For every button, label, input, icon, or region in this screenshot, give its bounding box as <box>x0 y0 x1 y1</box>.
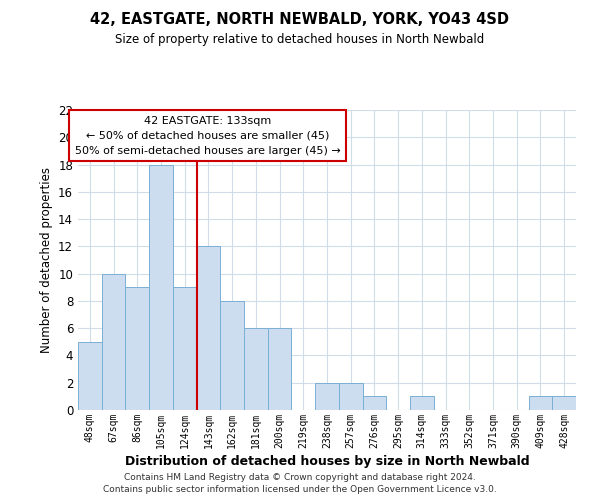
Y-axis label: Number of detached properties: Number of detached properties <box>40 167 53 353</box>
X-axis label: Distribution of detached houses by size in North Newbald: Distribution of detached houses by size … <box>125 455 529 468</box>
Bar <box>315 382 339 410</box>
Bar <box>362 396 386 410</box>
Bar <box>529 396 552 410</box>
Bar <box>78 342 102 410</box>
Bar <box>149 164 173 410</box>
Text: 42, EASTGATE, NORTH NEWBALD, YORK, YO43 4SD: 42, EASTGATE, NORTH NEWBALD, YORK, YO43 … <box>91 12 509 28</box>
Bar <box>552 396 576 410</box>
Bar <box>244 328 268 410</box>
Bar <box>173 288 197 410</box>
Text: Contains public sector information licensed under the Open Government Licence v3: Contains public sector information licen… <box>103 486 497 494</box>
Bar <box>339 382 362 410</box>
Bar <box>197 246 220 410</box>
Bar <box>125 288 149 410</box>
Text: 42 EASTGATE: 133sqm
← 50% of detached houses are smaller (45)
50% of semi-detach: 42 EASTGATE: 133sqm ← 50% of detached ho… <box>74 116 340 156</box>
Bar <box>410 396 434 410</box>
Bar <box>268 328 292 410</box>
Text: Size of property relative to detached houses in North Newbald: Size of property relative to detached ho… <box>115 32 485 46</box>
Bar <box>220 301 244 410</box>
Bar <box>102 274 125 410</box>
Text: Contains HM Land Registry data © Crown copyright and database right 2024.: Contains HM Land Registry data © Crown c… <box>124 473 476 482</box>
